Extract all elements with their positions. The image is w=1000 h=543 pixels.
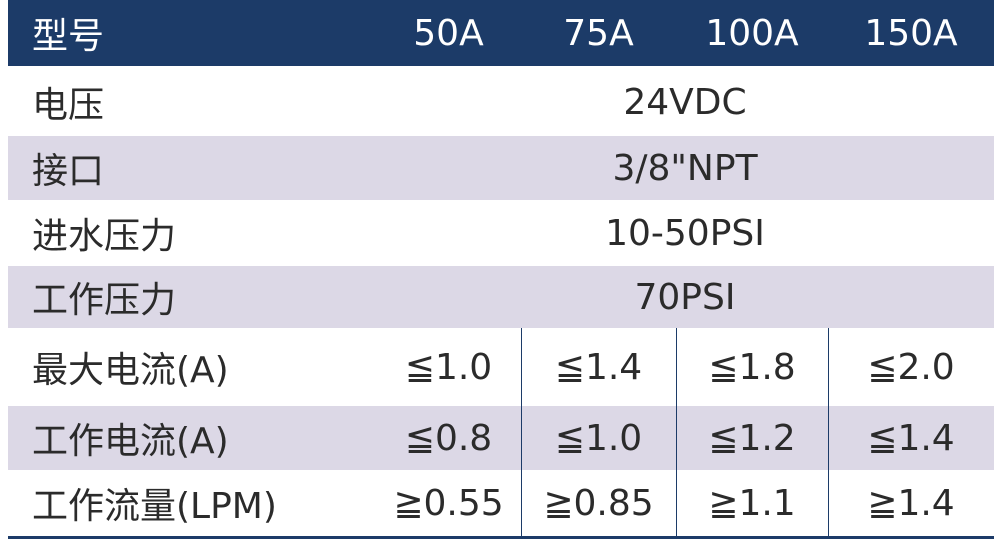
column-divider bbox=[521, 470, 522, 536]
row-value-75a: ≦1.0 bbox=[554, 417, 643, 459]
row-value-100a: ≧1.1 bbox=[708, 482, 796, 524]
column-divider bbox=[828, 328, 829, 406]
row-value-150a: ≦1.4 bbox=[867, 417, 955, 459]
table-row-working-flow: 工作流量(LPM) ≧0.55 ≧0.85 ≧1.1 ≧1.4 bbox=[8, 470, 994, 536]
column-divider bbox=[676, 328, 677, 406]
row-value-100a: ≦1.8 bbox=[708, 346, 796, 388]
header-model-100a: 100A bbox=[705, 12, 799, 54]
row-value: 10-50PSI bbox=[605, 212, 765, 254]
column-divider bbox=[828, 406, 829, 470]
row-value-50a: ≦0.8 bbox=[404, 417, 493, 459]
row-label: 工作电流(A) bbox=[32, 421, 229, 462]
table-header: 型号 50A 75A 100A 150A bbox=[8, 0, 994, 66]
header-model-150a: 150A bbox=[864, 12, 958, 54]
row-label: 工作压力 bbox=[32, 280, 177, 321]
row-label: 接口 bbox=[32, 151, 105, 192]
table-row-inlet-pressure: 进水压力 10-50PSI bbox=[8, 200, 994, 266]
column-divider bbox=[521, 406, 522, 470]
row-value: 24VDC bbox=[623, 81, 747, 123]
row-value-150a: ≧1.4 bbox=[867, 482, 955, 524]
table-row-max-current: 最大电流(A) ≦1.0 ≦1.4 ≦1.8 ≦2.0 bbox=[8, 328, 994, 406]
row-value: 3/8"NPT bbox=[612, 147, 758, 189]
table-row-working-pressure: 工作压力 70PSI bbox=[8, 266, 994, 328]
header-model-75a: 75A bbox=[563, 12, 634, 54]
column-divider bbox=[521, 328, 522, 406]
row-label: 电压 bbox=[32, 85, 105, 126]
row-value-75a: ≧0.85 bbox=[543, 482, 654, 524]
column-divider bbox=[828, 470, 829, 536]
row-value-50a: ≦1.0 bbox=[404, 346, 493, 388]
header-model-label: 型号 bbox=[32, 16, 105, 57]
row-value-150a: ≦2.0 bbox=[867, 346, 955, 388]
table-row-voltage: 电压 24VDC bbox=[8, 68, 994, 136]
column-divider bbox=[676, 470, 677, 536]
table-row-port: 接口 3/8"NPT bbox=[8, 136, 994, 200]
column-divider bbox=[676, 406, 677, 470]
header-model-50a: 50A bbox=[413, 12, 484, 54]
row-label: 最大电流(A) bbox=[32, 350, 229, 391]
row-value: 70PSI bbox=[634, 276, 736, 318]
table-row-working-current: 工作电流(A) ≦0.8 ≦1.0 ≦1.2 ≦1.4 bbox=[8, 406, 994, 470]
row-value-50a: ≧0.55 bbox=[393, 482, 504, 524]
row-label: 进水压力 bbox=[32, 216, 177, 257]
row-value-75a: ≦1.4 bbox=[554, 346, 643, 388]
row-label: 工作流量(LPM) bbox=[32, 486, 277, 527]
row-value-100a: ≦1.2 bbox=[708, 417, 796, 459]
bottom-rule bbox=[8, 536, 994, 539]
